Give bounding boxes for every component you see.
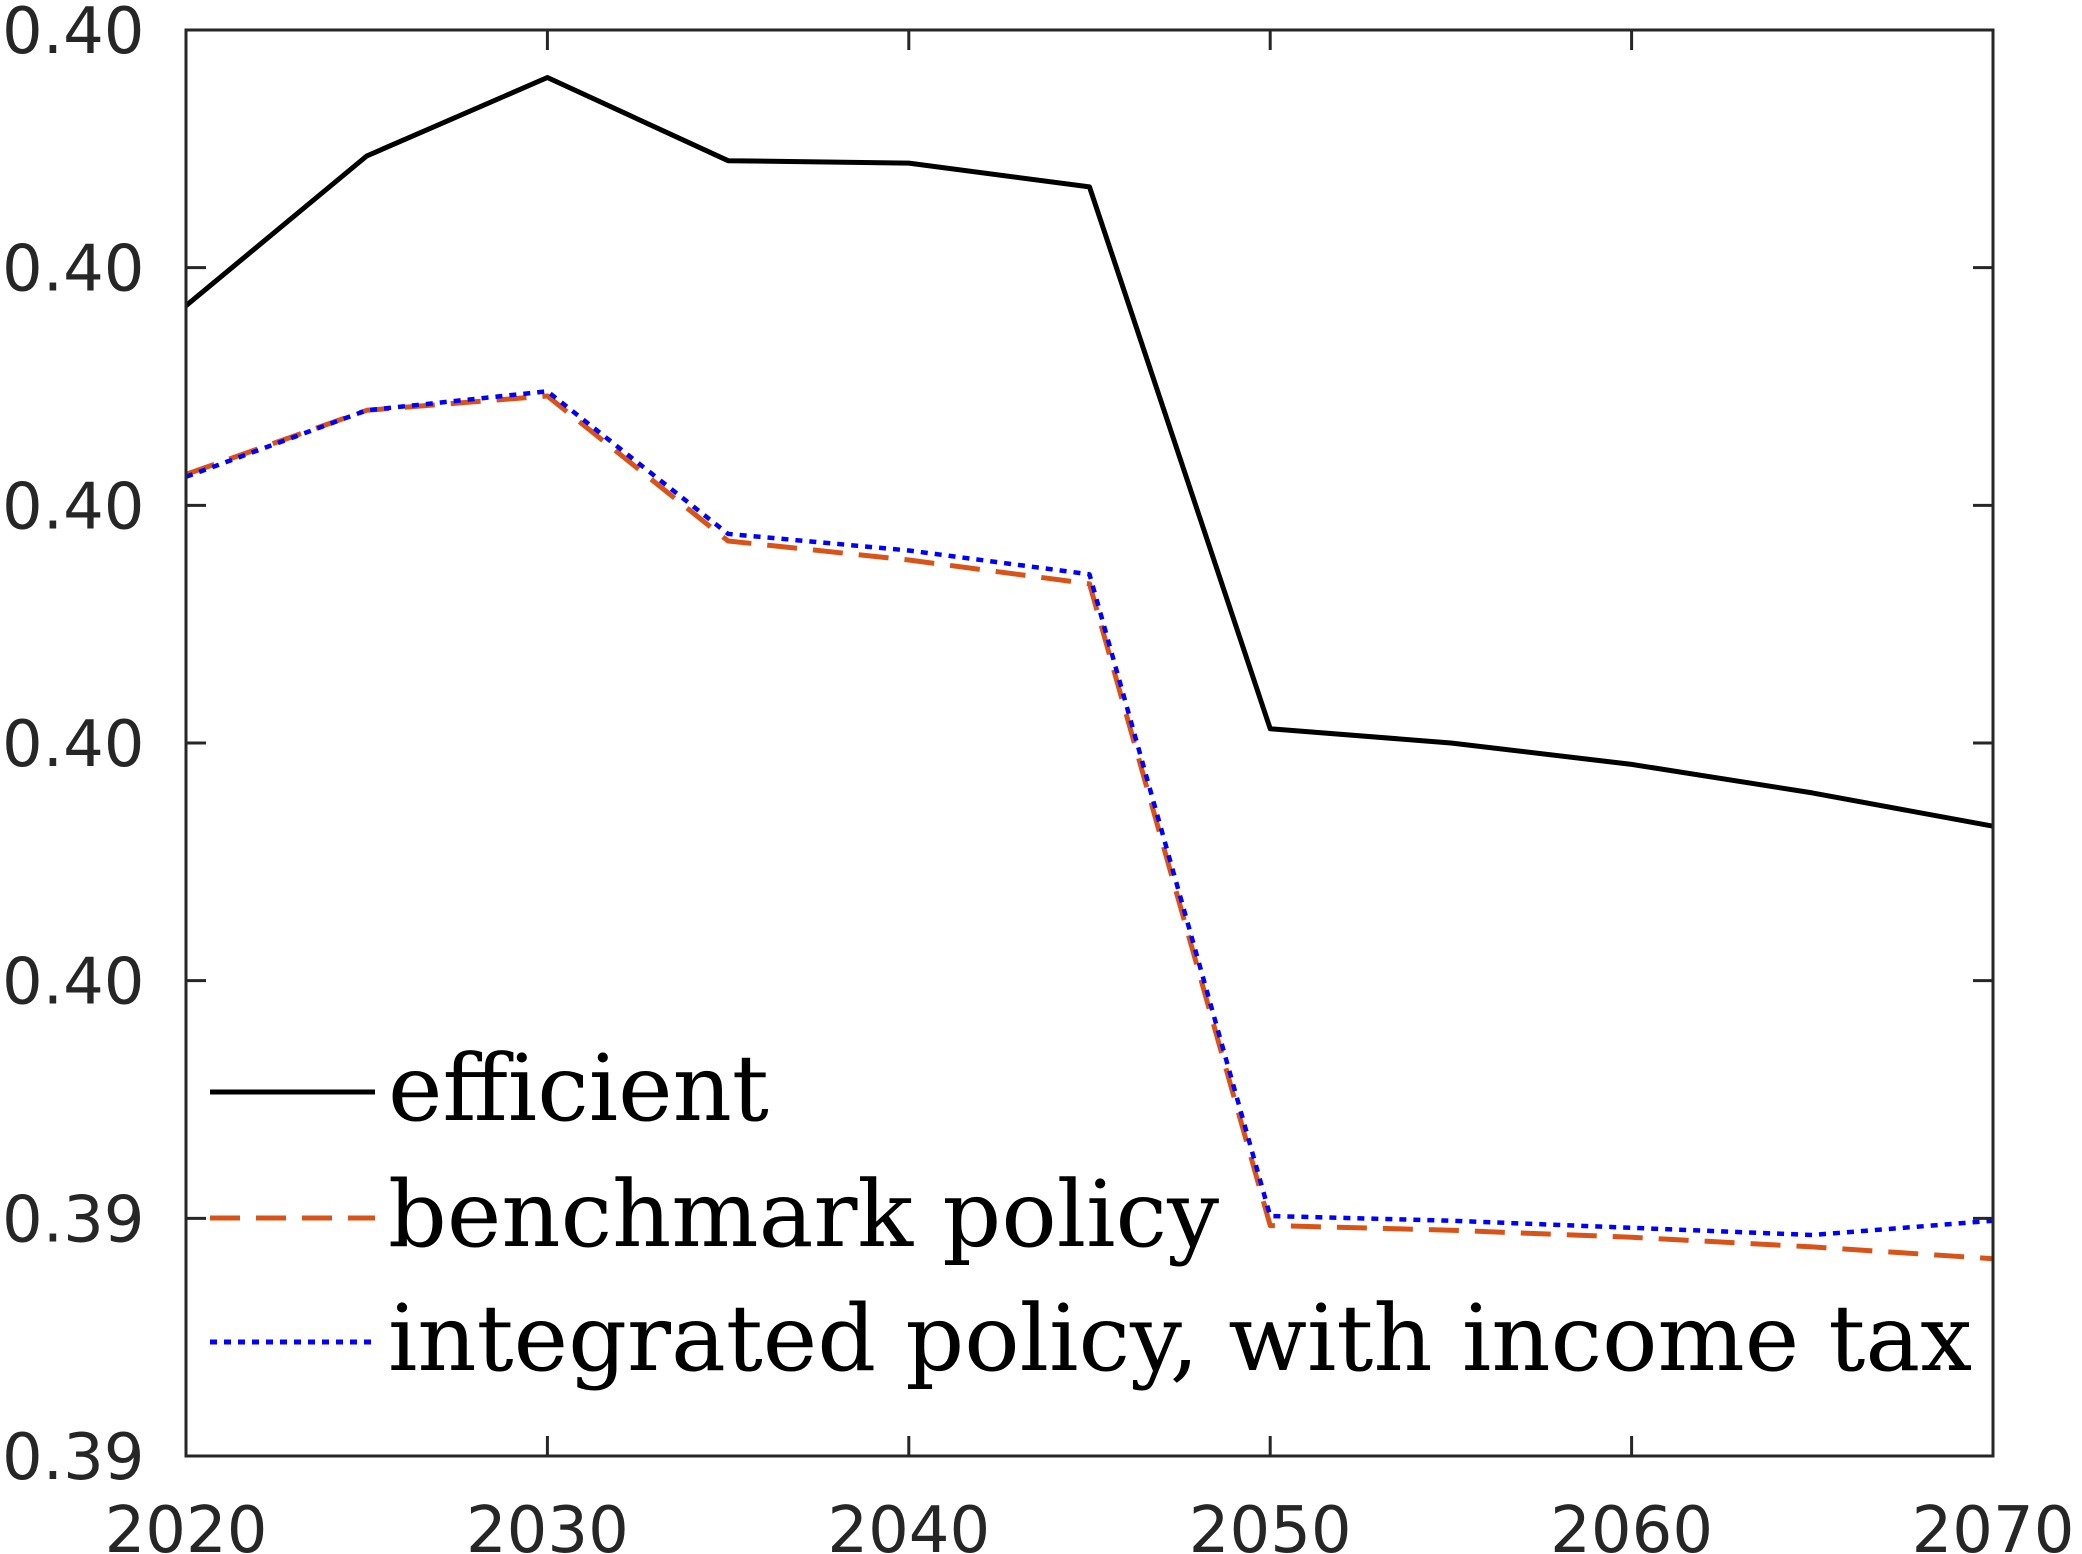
x-tick-label: 2030 <box>466 1494 629 1554</box>
y-tick-label: 0.40 <box>2 0 145 69</box>
x-tick-label: 2070 <box>1912 1494 2075 1554</box>
series-line-1 <box>184 75 1994 829</box>
y-tick-label: 0.40 <box>2 708 145 782</box>
x-tick-label: 2060 <box>1550 1494 1713 1554</box>
legend: efficient benchmark policy integrated poli… <box>210 1035 1972 1392</box>
y-tick-label: 0.40 <box>2 470 145 544</box>
x-tick-label: 2020 <box>105 1494 268 1554</box>
x-tick-label: 2050 <box>1189 1494 1352 1554</box>
legend-label-2: benchmark policy <box>388 1161 1219 1268</box>
series-layer <box>184 75 1994 1262</box>
legend-label-3: integrated policy, with income tax <box>388 1285 1972 1392</box>
y-tick-label: 0.40 <box>2 233 145 307</box>
legend-label-1: efficient <box>388 1035 769 1142</box>
x-tick-label: 2040 <box>827 1494 990 1554</box>
series-line-2 <box>185 393 1994 1262</box>
y-tick-label: 0.39 <box>2 1183 145 1257</box>
series-line-3 <box>185 389 1994 1238</box>
y-tick-label: 0.39 <box>2 1421 145 1495</box>
y-tick-label: 0.40 <box>2 946 145 1020</box>
